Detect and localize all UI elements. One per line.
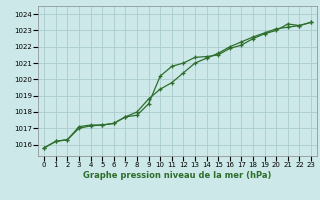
X-axis label: Graphe pression niveau de la mer (hPa): Graphe pression niveau de la mer (hPa) bbox=[84, 171, 272, 180]
